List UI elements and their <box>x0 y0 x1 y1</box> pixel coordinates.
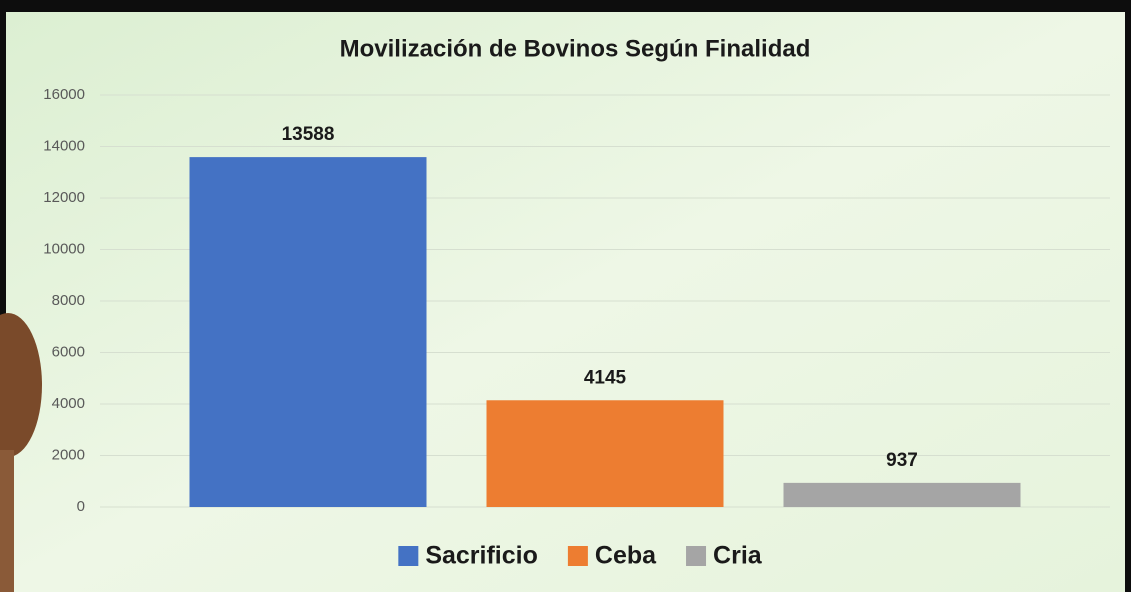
legend-marker <box>686 546 707 566</box>
data-label: 13588 <box>282 124 335 145</box>
bar <box>783 482 1021 507</box>
bar <box>486 400 724 507</box>
chart-title: Movilización de Bovinos Según Finalidad <box>340 35 811 62</box>
y-tick-label: 4000 <box>52 395 85 412</box>
y-tick-label: 0 <box>77 498 85 515</box>
decoration <box>0 450 14 592</box>
y-tick-label: 14000 <box>43 137 85 154</box>
y-tick-label: 8000 <box>52 292 85 309</box>
y-tick-label: 6000 <box>52 343 85 360</box>
legend-marker <box>567 546 588 566</box>
legend-label: Ceba <box>595 542 657 570</box>
legend-label: Cria <box>713 542 763 570</box>
y-tick-label: 10000 <box>43 240 85 257</box>
y-tick-label: 12000 <box>43 189 85 206</box>
data-label: 937 <box>886 450 918 471</box>
decoration <box>0 313 42 457</box>
legend-marker <box>398 546 419 566</box>
data-label: 4145 <box>584 367 627 388</box>
y-tick-label: 16000 <box>43 86 85 103</box>
y-tick-label: 2000 <box>52 446 85 463</box>
bar <box>189 157 427 507</box>
legend-label: Sacrificio <box>425 542 538 570</box>
